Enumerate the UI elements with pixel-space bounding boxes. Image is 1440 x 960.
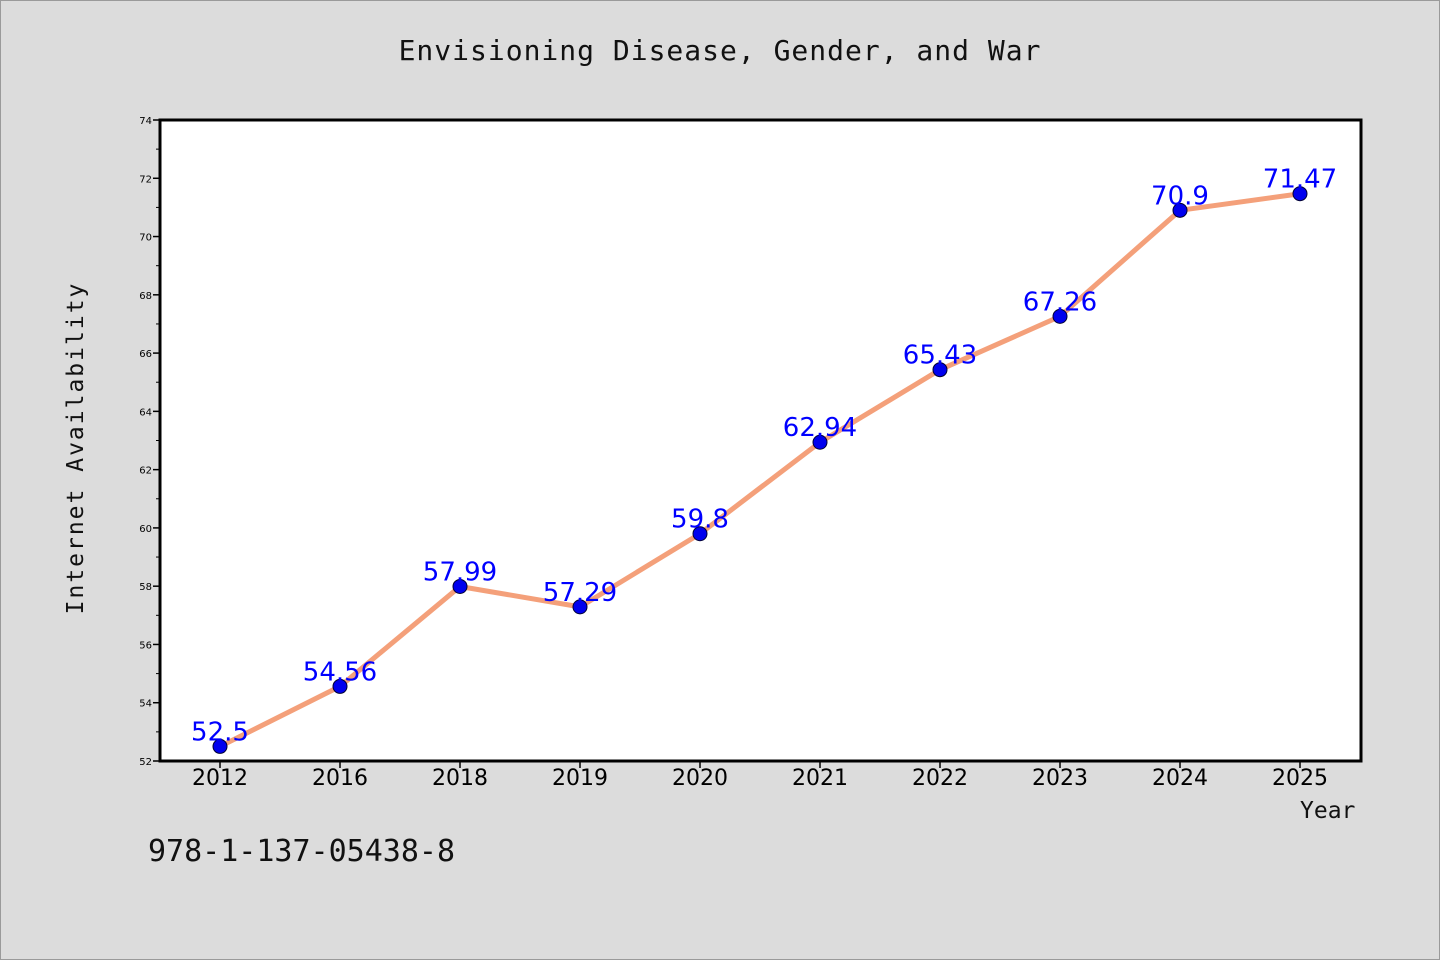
y-axis: 52 54 56 58 60 62 64 66 68 70 72 74 [139,116,160,768]
y-tick-label: 74 [139,116,152,127]
y-tick-label: 52 [139,757,152,768]
data-point [692,526,708,542]
isbn-text: 978-1-137-05438-8 [148,834,456,869]
x-axis-title: Year [1300,798,1356,824]
x-tick-label: 2025 [1272,766,1328,791]
x-axis: 2012 2016 2018 2019 2020 2021 2022 2023 2024 2025 [192,761,1328,791]
data-point [812,434,828,450]
x-tick-label: 2012 [192,766,248,791]
data-label: 62.94 [783,413,857,443]
y-tick-label: 66 [139,349,152,360]
data-label: 67.26 [1023,287,1097,317]
data-labels: 52.5 54.56 57.99 57.29 59.8 62.94 65.43 67.26 70… [191,165,1337,748]
y-tick-label: 72 [139,174,152,185]
y-tick-label: 58 [139,582,152,593]
data-point [572,599,588,615]
data-label: 54.56 [303,657,377,687]
y-tick-label: 70 [139,233,152,244]
data-markers [212,186,1308,754]
data-point [932,362,948,378]
y-tick-label: 56 [139,640,152,651]
x-tick-label: 2019 [552,766,608,791]
x-tick-label: 2022 [912,766,968,791]
data-label: 57.99 [423,557,497,587]
data-label: 52.5 [191,717,249,747]
x-tick-label: 2023 [1032,766,1088,791]
data-label: 59.8 [671,505,729,535]
x-tick-label: 2021 [792,766,848,791]
data-point [1292,186,1308,202]
x-tick-label: 2024 [1152,766,1208,791]
series-line [217,191,1303,749]
data-point [1172,202,1188,218]
data-label: 70.9 [1151,181,1209,211]
x-tick-label: 2018 [432,766,488,791]
data-label: 71.47 [1263,165,1337,195]
y-tick-label: 68 [139,291,152,302]
data-point [452,578,468,594]
data-point [332,678,348,694]
x-tick-label: 2020 [672,766,728,791]
data-point [1052,308,1068,324]
chart-title: Envisioning Disease, Gender, and War [398,34,1042,67]
y-tick-label: 54 [139,699,152,710]
y-tick-label: 64 [139,407,152,418]
data-label: 65.43 [903,341,977,371]
x-tick-label: 2016 [312,766,368,791]
y-tick-label: 62 [139,466,152,477]
y-tick-label: 60 [139,524,152,535]
data-label: 57.29 [543,578,617,608]
data-point [212,738,228,754]
